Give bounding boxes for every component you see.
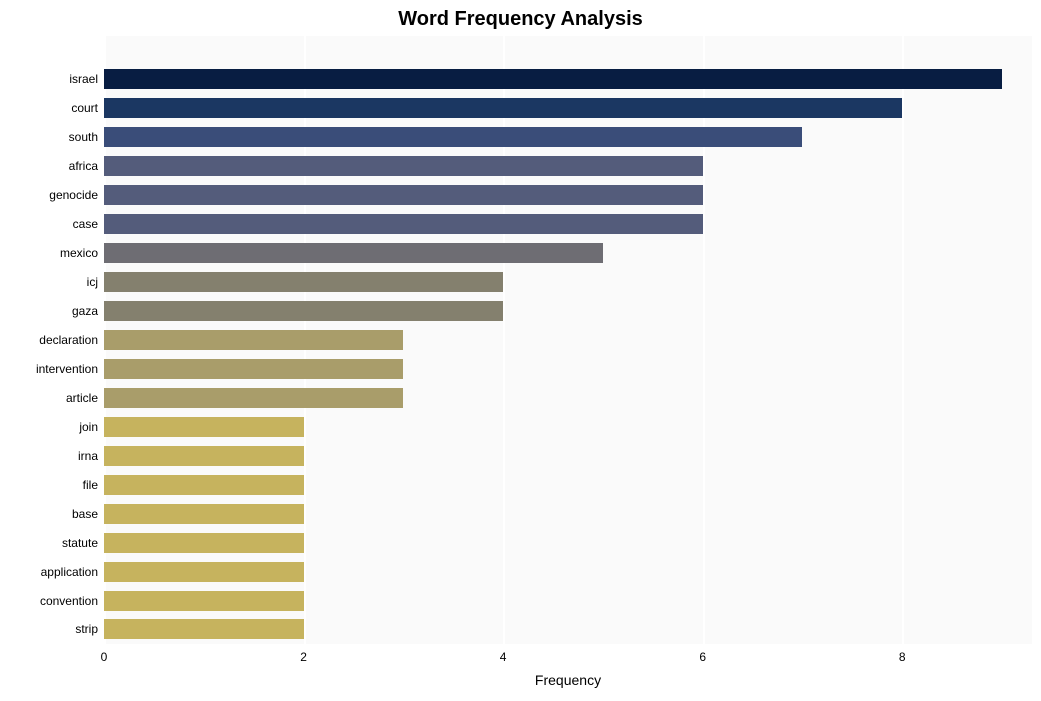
bar bbox=[104, 417, 304, 437]
bar bbox=[104, 475, 304, 495]
x-tick-label: 6 bbox=[699, 650, 706, 664]
bar bbox=[104, 562, 304, 582]
bar bbox=[104, 504, 304, 524]
bar bbox=[104, 185, 703, 205]
y-tick-label: south bbox=[69, 130, 98, 144]
bar bbox=[104, 301, 503, 321]
bar bbox=[104, 214, 703, 234]
gridline bbox=[902, 36, 904, 644]
y-tick-label: strip bbox=[75, 622, 98, 636]
y-tick-label: case bbox=[73, 217, 98, 231]
y-tick-label: base bbox=[72, 507, 98, 521]
plot-area bbox=[104, 36, 1032, 644]
y-tick-label: court bbox=[71, 101, 98, 115]
bar bbox=[104, 330, 403, 350]
bar bbox=[104, 619, 304, 639]
x-axis-label: Frequency bbox=[104, 672, 1032, 688]
bar bbox=[104, 388, 403, 408]
y-tick-label: file bbox=[83, 478, 98, 492]
y-tick-label: article bbox=[66, 391, 98, 405]
y-tick-label: declaration bbox=[39, 333, 98, 347]
y-tick-label: intervention bbox=[36, 362, 98, 376]
chart-container: Word Frequency Analysis Frequency 0 2 4 6 8 i… bbox=[0, 0, 1041, 701]
bar bbox=[104, 98, 902, 118]
bar bbox=[104, 591, 304, 611]
y-tick-label: icj bbox=[87, 275, 98, 289]
x-tick-label: 8 bbox=[899, 650, 906, 664]
bar bbox=[104, 446, 304, 466]
y-tick-label: israel bbox=[69, 72, 98, 86]
y-tick-label: join bbox=[79, 420, 98, 434]
y-tick-label: africa bbox=[69, 159, 98, 173]
bar bbox=[104, 127, 802, 147]
y-tick-label: gaza bbox=[72, 304, 98, 318]
bar bbox=[104, 243, 603, 263]
bar bbox=[104, 69, 1002, 89]
bar bbox=[104, 359, 403, 379]
chart-title: Word Frequency Analysis bbox=[0, 8, 1041, 31]
bar bbox=[104, 272, 503, 292]
y-tick-label: statute bbox=[62, 536, 98, 550]
y-tick-label: convention bbox=[40, 594, 98, 608]
y-tick-label: mexico bbox=[60, 246, 98, 260]
y-tick-label: genocide bbox=[49, 188, 98, 202]
y-tick-label: irna bbox=[78, 449, 98, 463]
x-tick-label: 2 bbox=[300, 650, 307, 664]
x-tick-label: 0 bbox=[101, 650, 108, 664]
bar bbox=[104, 533, 304, 553]
y-tick-label: application bbox=[41, 565, 98, 579]
x-tick-label: 4 bbox=[500, 650, 507, 664]
bar bbox=[104, 156, 703, 176]
